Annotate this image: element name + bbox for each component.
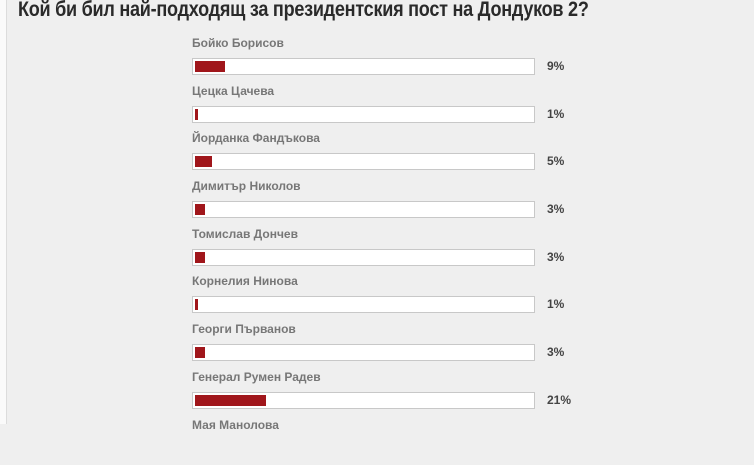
- result-bar-fill: [195, 108, 199, 120]
- option-label: Генерал Румен Радев: [192, 369, 321, 384]
- left-border: [0, 0, 7, 424]
- percent-value: 3%: [547, 202, 565, 217]
- option-label: Бойко Борисов: [192, 36, 284, 50]
- percent-value: 21%: [547, 392, 572, 407]
- result-bar: [192, 58, 535, 75]
- result-bar: [192, 248, 535, 266]
- result-bar: [192, 201, 535, 219]
- result-bar-fill: [195, 156, 212, 168]
- option-label: Димитър Николов: [192, 179, 301, 194]
- result-bar-fill: [195, 61, 226, 72]
- percent-value: 3%: [547, 345, 565, 360]
- option-label: Мая Манолова: [192, 417, 279, 432]
- option-label: Цецка Цачева: [192, 83, 275, 98]
- result-bar: [192, 391, 535, 409]
- option-label: Георги Първанов: [192, 322, 296, 337]
- result-bar: [192, 344, 535, 362]
- result-bar-fill: [195, 299, 199, 311]
- option-label: Корнелия Нинова: [192, 274, 298, 289]
- percent-value: 3%: [547, 249, 565, 264]
- result-bar-fill: [195, 251, 206, 263]
- poll-question: Кой би бил най-подходящ за президентския…: [18, 0, 589, 21]
- percent-value: 1%: [547, 297, 565, 312]
- percent-value: 1%: [547, 106, 565, 121]
- percent-value: 5%: [547, 154, 565, 169]
- result-bar: [192, 296, 535, 314]
- result-bar: [192, 153, 535, 171]
- result-bar-fill: [195, 204, 206, 216]
- option-label: Томислав Дончев: [192, 226, 298, 241]
- percent-value: 9%: [547, 59, 565, 73]
- option-label: Йорданка Фандъкова: [192, 131, 320, 146]
- result-bar: [192, 105, 535, 123]
- result-bar-fill: [195, 394, 266, 406]
- result-bar-fill: [195, 347, 206, 359]
